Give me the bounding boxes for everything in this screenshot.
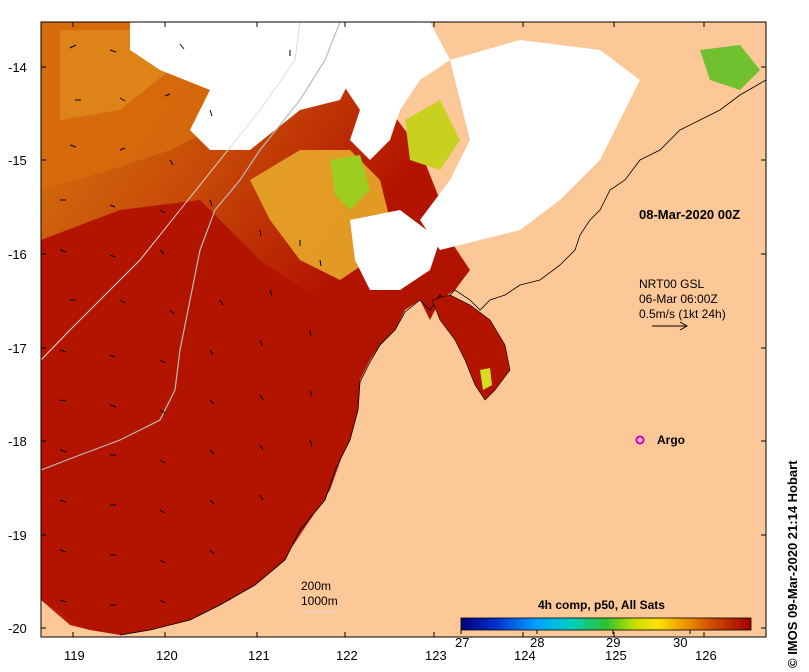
analysis-time-label: 08-Mar-2020 00Z [639, 207, 740, 222]
isobath-1000m-line [41, 22, 301, 361]
map-panel [41, 22, 766, 637]
lon-axis: 119 120 121 122 123 124 125 126 [64, 22, 717, 663]
lat-tick-label: -19 [8, 528, 27, 543]
lon-tick-label: 122 [336, 648, 358, 663]
argo-label: Argo [657, 433, 685, 447]
warm-core-region [41, 200, 355, 630]
inlet-green-patch [480, 368, 492, 390]
colorbar-ramp [460, 617, 752, 631]
cloud-mask-west [130, 22, 360, 150]
current-vectors [59, 43, 322, 606]
lat-tick-label: -14 [8, 60, 27, 75]
current-scale-arrow [652, 321, 689, 331]
lat-tick-label: -17 [8, 341, 27, 356]
lat-tick-label: -15 [8, 153, 27, 168]
argo-marker [635, 435, 645, 445]
colorbar-tick-label: 28 [530, 635, 544, 650]
coastline [119, 79, 766, 636]
map-frame [40, 21, 767, 638]
colorbar: 4h comp, p50, All Sats 27 28 29 30 [455, 598, 752, 650]
lon-tick-label: 119 [64, 648, 85, 663]
frontal-green-patch [330, 155, 370, 210]
colorbar-tick-label: 27 [455, 635, 469, 650]
colorbar-tick-label: 30 [673, 635, 687, 650]
frontal-green-patch-2 [405, 100, 460, 170]
lon-tick-label: 126 [695, 648, 717, 663]
lon-tick-label: 121 [248, 648, 270, 663]
cloud-mask-central [330, 22, 450, 160]
isobath-200-label: 200m [301, 579, 331, 593]
current-scale-label: 0.5m/s (1kt 24h) [639, 307, 726, 321]
lon-tick-label: 120 [156, 648, 178, 663]
colorbar-tick-label: 29 [606, 635, 620, 650]
imos-credit: © IMOS 09-Mar-2020 21:14 Hobart [785, 460, 800, 668]
cloud-mask-east [420, 40, 640, 250]
frontal-green-patch-3 [700, 45, 760, 90]
colorbar-title: 4h comp, p50, All Sats [538, 598, 665, 612]
lon-tick-label: 124 [514, 648, 536, 663]
lon-tick-label: 125 [605, 648, 627, 663]
lat-axis: -14 -15 -16 -17 -18 -19 -20 [8, 60, 766, 636]
lat-tick-label: -16 [8, 247, 27, 262]
current-source-label: NRT00 GSL [639, 277, 704, 291]
isobath-1000-label: 1000m [301, 594, 338, 608]
lat-tick-label: -18 [8, 434, 27, 449]
lat-tick-label: -20 [8, 621, 27, 636]
current-time-label: 06-Mar 06:00Z [639, 292, 718, 306]
cloud-mask-coast [350, 210, 440, 290]
lon-tick-label: 123 [425, 648, 447, 663]
isobath-200m-line [41, 22, 341, 471]
